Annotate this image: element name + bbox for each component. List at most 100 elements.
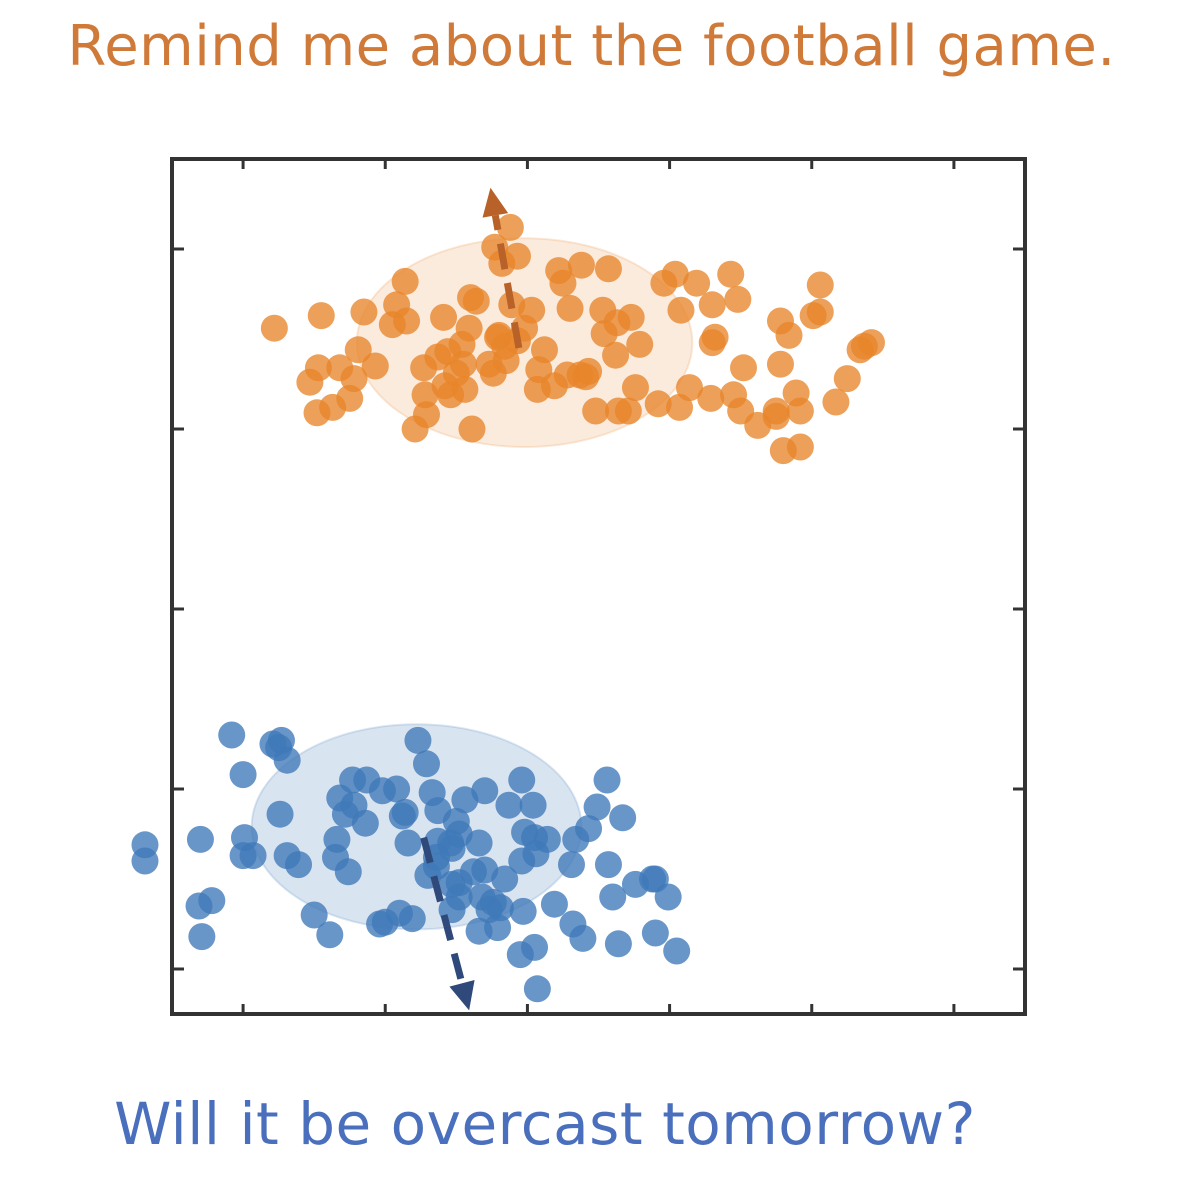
chart-title-top: Remind me about the football game. — [67, 14, 1116, 79]
blue-point — [300, 901, 328, 929]
blue-point — [404, 726, 432, 754]
orange-point — [626, 330, 654, 358]
orange-point — [410, 354, 438, 382]
blue-point — [218, 721, 246, 749]
blue-point — [438, 870, 466, 898]
orange-point — [307, 302, 335, 330]
orange-point — [614, 397, 642, 425]
blue-point — [285, 851, 313, 879]
orange-point — [350, 298, 378, 326]
orange-point — [806, 298, 834, 326]
blue-point — [198, 887, 226, 915]
orange-point — [730, 354, 758, 382]
blue-point — [351, 809, 379, 837]
orange-point — [412, 401, 440, 429]
blue-point — [394, 829, 422, 857]
blue-direction-arrow-shaft — [420, 836, 466, 985]
orange-point — [556, 294, 584, 322]
blue-point — [594, 851, 622, 879]
orange-point — [833, 365, 861, 393]
blue-point — [388, 802, 416, 830]
blue-point — [593, 766, 621, 794]
blue-point — [575, 815, 603, 843]
orange-point — [545, 257, 573, 285]
blue-point — [465, 829, 493, 857]
orange-point — [457, 284, 485, 312]
blue-point — [583, 793, 611, 821]
blue-point — [609, 804, 637, 832]
orange-point — [303, 399, 331, 427]
orange-point — [361, 352, 389, 380]
blue-point — [569, 924, 597, 952]
blue-point — [508, 847, 536, 875]
blue-point — [523, 975, 551, 1003]
orange-point — [769, 437, 797, 465]
blue-point — [188, 923, 216, 951]
orange-direction-arrow-shaft — [491, 214, 523, 349]
blue-point — [519, 791, 547, 819]
orange-point — [411, 381, 439, 409]
orange-direction-arrow-head — [482, 187, 509, 218]
orange-point — [449, 350, 477, 378]
blue-point — [398, 905, 426, 933]
orange-point — [698, 291, 726, 319]
orange-point — [775, 321, 803, 349]
orange-point — [717, 260, 745, 288]
blue-point — [599, 883, 627, 911]
blue-direction-arrow-head — [449, 980, 475, 1011]
orange-point — [582, 397, 610, 425]
blue-point — [334, 858, 362, 886]
orange-point — [458, 415, 486, 443]
blue-point — [663, 937, 691, 965]
blue-point — [604, 930, 632, 958]
blue-point — [506, 941, 534, 969]
blue-point — [316, 921, 344, 949]
orange-point — [594, 255, 622, 283]
orange-point — [644, 390, 672, 418]
orange-point — [667, 296, 695, 324]
blue-point — [639, 865, 667, 893]
orange-point — [496, 213, 524, 241]
blue-point — [484, 914, 512, 942]
blue-point — [323, 825, 351, 853]
orange-point — [393, 307, 421, 335]
orange-point — [523, 375, 551, 403]
orange-point — [786, 397, 814, 425]
orange-point — [621, 374, 649, 402]
orange-point — [602, 341, 630, 369]
blue-point — [366, 910, 394, 938]
orange-point — [391, 267, 419, 295]
blue-point — [266, 800, 294, 828]
blue-point — [641, 919, 669, 947]
orange-point — [701, 323, 729, 351]
orange-point — [260, 314, 288, 342]
blue-point — [509, 897, 537, 925]
blue-point — [471, 777, 499, 805]
orange-point — [850, 332, 878, 360]
orange-point — [806, 271, 834, 299]
orange-point — [724, 285, 752, 313]
orange-point — [430, 303, 458, 331]
blue-point — [491, 865, 519, 893]
blue-point — [540, 890, 568, 918]
blue-point — [557, 851, 585, 879]
orange-point — [683, 269, 711, 297]
orange-point — [661, 260, 689, 288]
orange-point — [479, 359, 507, 387]
orange-point — [766, 350, 794, 378]
blue-point — [229, 842, 257, 870]
blue-point — [654, 883, 682, 911]
blue-point — [229, 761, 257, 789]
blue-point — [383, 775, 411, 803]
blue-point — [508, 766, 536, 794]
blue-point — [131, 847, 159, 875]
orange-point — [666, 393, 694, 421]
orange-point — [822, 388, 850, 416]
blue-point — [437, 829, 465, 857]
blue-point — [468, 883, 496, 911]
orange-point — [567, 251, 595, 279]
orange-point — [590, 320, 618, 348]
orange-point — [762, 402, 790, 430]
orange-point — [296, 368, 324, 396]
